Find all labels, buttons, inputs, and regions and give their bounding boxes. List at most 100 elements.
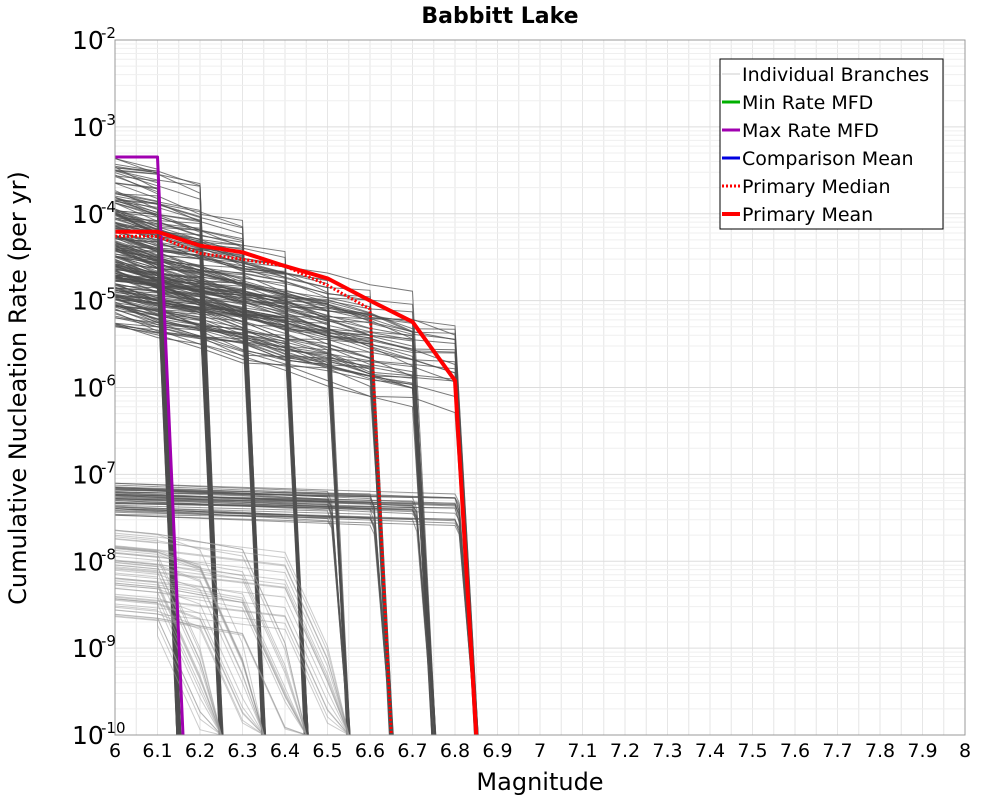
y-tick-base: 10 [72, 287, 104, 316]
branch-line-faint [114, 609, 350, 736]
branch-line-low [114, 499, 435, 736]
branch-line [114, 317, 478, 736]
branch-line-faint [114, 616, 222, 736]
branch-line-faint [114, 552, 350, 736]
x-tick-label: 6 [109, 740, 121, 762]
branch-line-faint [114, 605, 222, 736]
plot-frame [114, 39, 966, 736]
branch-line [114, 306, 435, 736]
branch-line [114, 305, 436, 736]
chart-title: Babbitt Lake [421, 4, 578, 29]
x-tick-label: 7.5 [737, 740, 767, 762]
y-tick-exponent: -6 [101, 372, 116, 390]
branch-line [114, 251, 436, 736]
branch-line [114, 323, 479, 736]
x-tick-labels: 6 6.1 6.2 6.3 6.4 6.5 6.6 6.7 6.8 6.9 7 7.1 7.2 7.3 7.… [109, 740, 971, 762]
x-tick-label: 6.1 [142, 740, 172, 762]
y-tick-exponent: -2 [101, 24, 116, 42]
x-tick-label: 7.9 [907, 740, 937, 762]
branch-line-faint [114, 561, 265, 736]
branch-line [114, 265, 434, 736]
branch-line-faint [114, 577, 350, 736]
branch-line [114, 323, 433, 736]
y-tick-exponent: -4 [101, 198, 116, 216]
y-tick-base: 10 [72, 113, 104, 142]
y-tick-exponent: -9 [101, 632, 116, 650]
series-lines [115, 155, 479, 736]
x-tick-label: 6.9 [482, 740, 512, 762]
branch-line-faint [114, 555, 307, 736]
branch-line-low [114, 488, 350, 736]
branch-line-faint [114, 598, 222, 736]
branch-line [114, 285, 478, 736]
branch-line-faint [114, 578, 307, 736]
branch-line-faint [114, 574, 307, 736]
legend-label: Individual Branches [742, 64, 929, 86]
branch-line-faint [114, 615, 307, 736]
x-tick-label: 8 [959, 740, 971, 762]
legend-label: Max Rate MFD [742, 120, 879, 142]
y-tick-exponent: -3 [101, 111, 116, 129]
y-tick-base: 10 [72, 26, 104, 55]
x-tick-label: 7.7 [822, 740, 852, 762]
x-tick-label: 6.4 [270, 740, 300, 762]
y-tick-exponent: -10 [101, 719, 126, 737]
legend: Individual Branches Min Rate MFD Max Rate … [719, 58, 944, 230]
branch-line-faint [114, 598, 265, 736]
legend-label: Comparison Mean [742, 148, 914, 170]
x-tick-label: 6.5 [312, 740, 342, 762]
branch-line [114, 283, 433, 736]
branch-line [114, 265, 437, 736]
x-tick-label: 7.6 [780, 740, 810, 762]
branch-line [114, 236, 308, 736]
x-axis-label: Magnitude [476, 768, 603, 796]
branch-line [114, 275, 478, 736]
x-tick-label: 7.1 [567, 740, 597, 762]
branch-line-faint [114, 551, 307, 736]
branch-line [114, 322, 436, 736]
y-tick-exponent: -7 [101, 458, 116, 476]
branch-line-low [114, 514, 392, 736]
branch-line-faint [114, 596, 350, 736]
branch-line [114, 315, 477, 736]
series-max-rate-mfd [115, 155, 185, 736]
branch-line-low [114, 514, 477, 736]
y-axis-label: Cumulative Nucleation Rate (per yr) [4, 171, 32, 605]
branch-line [114, 324, 478, 736]
legend-label: Min Rate MFD [742, 92, 873, 114]
branch-line [114, 305, 479, 736]
x-tick-label: 6.7 [397, 740, 427, 762]
branch-line-faint [114, 598, 222, 736]
branch-line-faint [114, 580, 307, 736]
y-tick-base: 10 [72, 547, 104, 576]
x-tick-label: 6.2 [185, 740, 215, 762]
branch-line [114, 240, 394, 736]
y-tick-base: 10 [72, 634, 104, 663]
branch-line-faint [114, 564, 350, 736]
y-tick-base: 10 [72, 721, 104, 750]
y-tick-base: 10 [72, 374, 104, 403]
branch-line-faint [114, 536, 307, 736]
legend-label: Primary Median [742, 176, 891, 198]
branch-line [114, 275, 479, 736]
branch-line [114, 272, 479, 736]
x-tick-label: 6.6 [355, 740, 385, 762]
legend-label: Primary Mean [742, 204, 873, 226]
branch-line-faint [114, 603, 350, 736]
x-tick-label: 6.3 [227, 740, 257, 762]
individual-branches [114, 157, 479, 736]
y-tick-exponent: -8 [101, 545, 116, 563]
branch-line-faint [114, 532, 350, 736]
branch-line-faint [114, 547, 265, 736]
y-tick-base: 10 [72, 200, 104, 229]
x-tick-label: 7 [534, 740, 546, 762]
x-tick-label: 7.2 [610, 740, 640, 762]
x-tick-label: 7.4 [695, 740, 725, 762]
branch-line-faint [114, 567, 350, 736]
branch-line-faint [114, 572, 222, 736]
branch-line-faint [114, 545, 350, 736]
series-primary-median [115, 234, 393, 736]
y-tick-exponent: -5 [101, 285, 116, 303]
